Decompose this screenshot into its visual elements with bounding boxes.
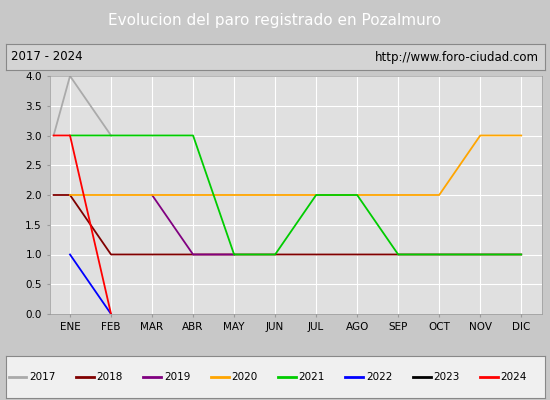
Text: Evolucion del paro registrado en Pozalmuro: Evolucion del paro registrado en Pozalmu…: [108, 14, 442, 28]
Text: 2019: 2019: [164, 372, 190, 382]
Text: 2017: 2017: [29, 372, 56, 382]
Text: 2018: 2018: [96, 372, 123, 382]
Text: 2017 - 2024: 2017 - 2024: [11, 50, 82, 64]
Text: 2021: 2021: [299, 372, 325, 382]
Text: 2024: 2024: [500, 372, 527, 382]
Text: 2022: 2022: [366, 372, 392, 382]
Text: http://www.foro-ciudad.com: http://www.foro-ciudad.com: [375, 50, 539, 64]
Text: 2020: 2020: [231, 372, 257, 382]
Text: 2023: 2023: [433, 372, 460, 382]
